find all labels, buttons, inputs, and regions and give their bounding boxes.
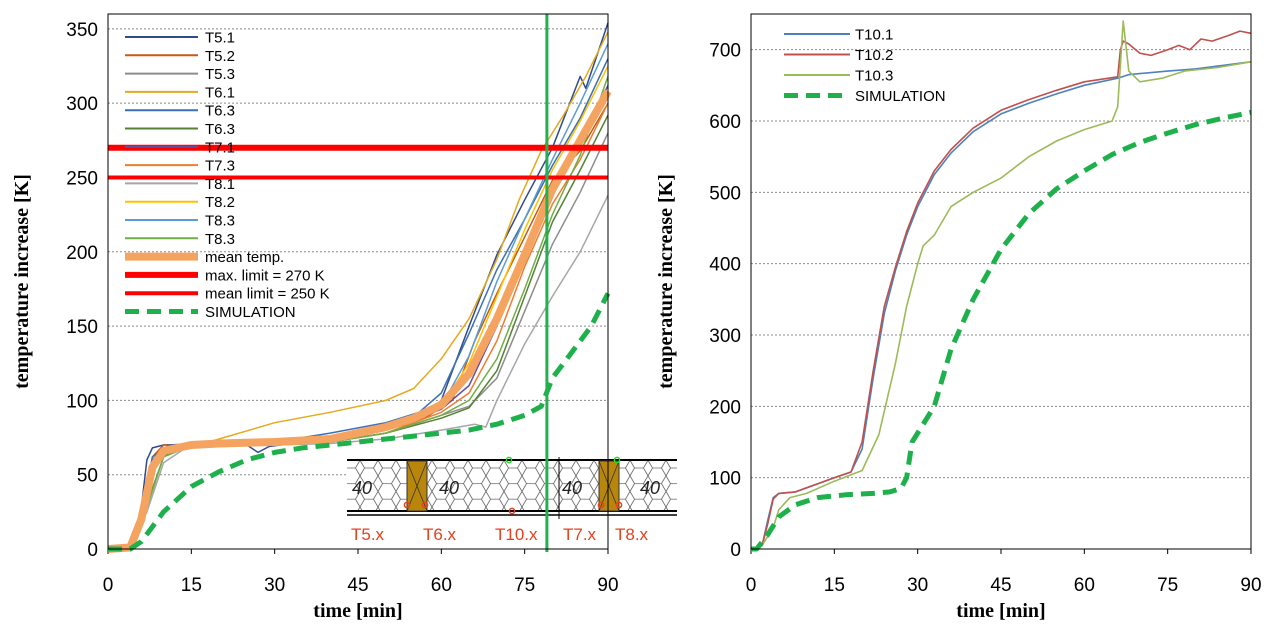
legend-label: T8.3 [205, 231, 235, 248]
legend-label: T8.1 [205, 176, 235, 193]
x-tick-label: 75 [514, 575, 535, 596]
legend-label: T5.2 [205, 48, 235, 65]
series-line [108, 292, 611, 552]
legend-label: T6.3 [205, 103, 235, 120]
legend-label: T10.3 [855, 68, 893, 85]
x-tick-label: 0 [103, 575, 114, 596]
legend-label: SIMULATION [855, 88, 946, 105]
inset-schematic: 40 40 40 40 T5.x T6.x T10.x T7.x T8.x [347, 456, 677, 544]
y-tick-label: 0 [87, 540, 98, 561]
thermocouple-marker [403, 501, 411, 509]
right-chart: 0 100 200 300 400 500 600 700 0 15 30 45 60 75 90 time … [655, 13, 1262, 622]
inset-label: T5.x [351, 525, 385, 544]
insulation-fill [347, 461, 677, 511]
thermocouple-marker [615, 501, 623, 509]
y-tick-label: 50 [77, 466, 98, 487]
legend-label: T10.2 [855, 47, 893, 64]
y-tick-label: 500 [709, 183, 741, 204]
x-tick-label: 15 [181, 575, 202, 596]
legend-label: max. limit = 270 K [205, 267, 325, 284]
thermocouple-marker [597, 501, 605, 509]
thermocouple-marker [421, 501, 429, 509]
thermocouple-marker [508, 507, 516, 515]
surface-marker [613, 456, 621, 464]
series-line [107, 89, 612, 553]
stud-left-hatch [406, 460, 428, 512]
y-tick-label: 0 [730, 540, 741, 561]
inset-dimension: 40 [352, 478, 372, 498]
x-tick-label: 60 [431, 575, 452, 596]
series-line [751, 109, 1252, 552]
legend-label: mean temp. [205, 249, 284, 266]
x-tick-label: 15 [824, 575, 845, 596]
x-tick-label: 90 [597, 575, 618, 596]
y-tick-label: 200 [709, 397, 741, 418]
legend: T10.1 T10.2 T10.3 SIMULATION [784, 27, 946, 105]
inset-label: T7.x [563, 525, 597, 544]
inset-label: T10.x [495, 525, 538, 544]
legend-label: T5.1 [205, 30, 235, 47]
legend: T5.1T5.2T5.3T6.1T6.3T6.3T7.1T7.3T8.1T8.2… [125, 30, 330, 321]
plot-frame [750, 13, 1252, 550]
legend-label: T8.2 [205, 194, 235, 211]
y-axis-title: temperature increase [K] [11, 174, 33, 389]
legend-label: T6.3 [205, 121, 235, 138]
series-line [751, 20, 1252, 550]
legend-label: T5.3 [205, 66, 235, 83]
y-tick-label: 300 [709, 326, 741, 347]
legend-label: mean limit = 250 K [205, 286, 330, 303]
x-tick-label: 75 [1157, 575, 1178, 596]
x-tick-label: 30 [264, 575, 285, 596]
legend-label: T8.3 [205, 213, 235, 230]
x-tick-label: 45 [347, 575, 368, 596]
legend-label: T7.3 [205, 158, 235, 175]
legend-label: SIMULATION [205, 304, 296, 321]
y-tick-label: 250 [66, 168, 98, 189]
inset-dimension: 40 [562, 478, 582, 498]
legend-label: T6.1 [205, 84, 235, 101]
y-tick-label: 200 [66, 243, 98, 264]
x-tick-label: 0 [746, 575, 757, 596]
series-line [751, 61, 1252, 550]
inset-label: T6.x [423, 525, 457, 544]
series-line [107, 76, 609, 550]
surface-marker [505, 456, 513, 464]
inset-label: T8.x [615, 525, 649, 544]
y-tick-label: 100 [66, 391, 98, 412]
legend-label: T7.1 [205, 139, 235, 156]
y-tick-label: 700 [709, 41, 741, 62]
inset-dimension: 40 [439, 478, 459, 498]
y-axis-title: temperature increase [K] [655, 174, 677, 389]
plot-frame [107, 13, 609, 550]
x-tick-label: 30 [907, 575, 928, 596]
x-tick-label: 45 [990, 575, 1011, 596]
y-tick-label: 600 [709, 112, 741, 133]
x-tick-label: 60 [1074, 575, 1095, 596]
x-axis-title: time [min] [313, 600, 402, 622]
y-tick-label: 350 [66, 20, 98, 41]
y-tick-label: 400 [709, 255, 741, 276]
series-line [751, 30, 1252, 550]
y-tick-label: 300 [66, 94, 98, 115]
left-chart: 0 50 100 150 200 250 300 350 0 15 30 45 60 75 90 time [… [11, 13, 677, 622]
inset-dimension: 40 [640, 478, 660, 498]
x-axis-title: time [min] [956, 600, 1045, 622]
legend-label: T10.1 [855, 27, 893, 44]
y-tick-label: 150 [66, 317, 98, 338]
x-tick-label: 90 [1240, 575, 1261, 596]
y-tick-label: 100 [709, 469, 741, 490]
